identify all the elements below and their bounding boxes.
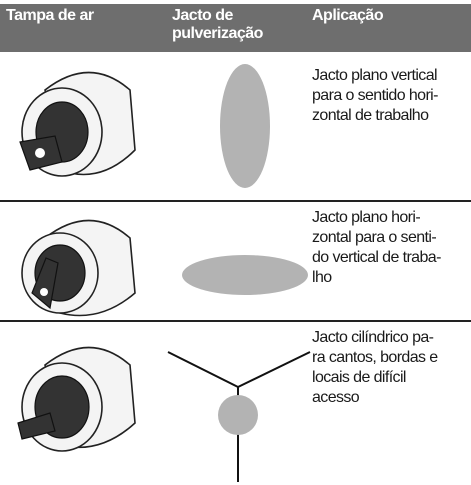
- header-bar: [0, 4, 471, 52]
- header-cell: Aplicação: [312, 7, 384, 24]
- air-cap-illustration: [21, 219, 136, 317]
- application-text: Jacto cilíndrico pa-: [312, 329, 434, 346]
- spray-vertical: [220, 64, 270, 188]
- application-text: para o sentido hori-: [312, 87, 438, 104]
- header-cell: Jacto de: [172, 7, 234, 24]
- application-text: zontal de trabalho: [312, 107, 429, 124]
- header-cell: Tampa de ar: [6, 7, 94, 24]
- spray-horizontal: [182, 255, 308, 295]
- application-text: locais de difícil: [312, 369, 406, 386]
- application-text: ra cantos, bordas e: [312, 349, 438, 366]
- application-text: zontal para o senti-: [312, 229, 436, 246]
- application-text: lho: [312, 269, 332, 286]
- header-cell: pulverização: [172, 25, 264, 42]
- application-text: acesso: [312, 389, 360, 406]
- application-text: Jacto plano hori-: [312, 209, 420, 226]
- application-text: do vertical de traba-: [312, 249, 441, 266]
- air-cap-illustration: [19, 71, 136, 177]
- spray-round: [218, 395, 258, 435]
- air-cap-illustration: [17, 346, 136, 452]
- application-text: Jacto plano vertical: [312, 67, 437, 84]
